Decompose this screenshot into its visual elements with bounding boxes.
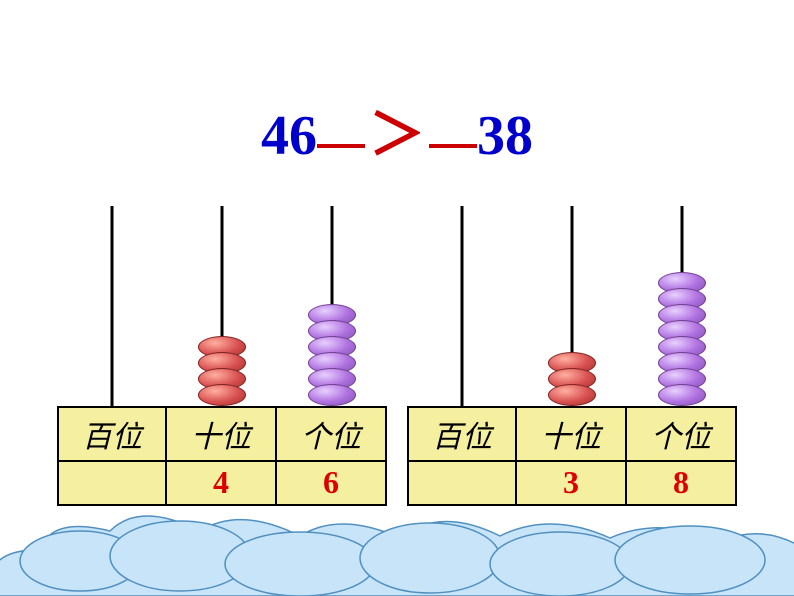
underline-left	[317, 144, 365, 148]
rod-box	[407, 206, 517, 406]
place-column: 十位3	[517, 206, 627, 506]
rod-box	[517, 206, 627, 406]
abacus-set-1: 百位十位3个位8	[407, 206, 737, 506]
place-label: 十位	[167, 406, 277, 462]
comparison-expression: 46 ＞ 38	[0, 90, 794, 171]
bead-purple	[658, 384, 706, 406]
right-number: 38	[477, 105, 533, 167]
place-value	[57, 462, 167, 506]
place-value: 6	[277, 462, 387, 506]
rod	[111, 206, 114, 406]
bead-stack	[198, 342, 246, 406]
comparison-operator: ＞	[369, 90, 425, 171]
place-column: 百位	[407, 206, 517, 506]
place-value	[407, 462, 517, 506]
abacus-set-0: 百位十位4个位6	[57, 206, 387, 506]
place-column: 个位6	[277, 206, 387, 506]
rod-box	[277, 206, 387, 406]
place-label: 个位	[277, 406, 387, 462]
rod-box	[167, 206, 277, 406]
bead-stack	[548, 358, 596, 406]
place-column: 百位	[57, 206, 167, 506]
left-number: 46	[261, 105, 317, 167]
place-label: 十位	[517, 406, 627, 462]
bead-stack	[658, 278, 706, 406]
rod-box	[57, 206, 167, 406]
abacus-area: 百位十位4个位6百位十位3个位8	[0, 206, 794, 506]
place-label: 个位	[627, 406, 737, 462]
place-value: 8	[627, 462, 737, 506]
bead-stack	[308, 310, 356, 406]
place-value: 4	[167, 462, 277, 506]
bead-purple	[308, 384, 356, 406]
place-column: 十位4	[167, 206, 277, 506]
place-value: 3	[517, 462, 627, 506]
place-column: 个位8	[627, 206, 737, 506]
underline-right	[429, 144, 477, 148]
place-label: 百位	[57, 406, 167, 462]
place-label: 百位	[407, 406, 517, 462]
rod-box	[627, 206, 737, 406]
rod	[461, 206, 464, 406]
bead-red	[548, 384, 596, 406]
bead-red	[198, 384, 246, 406]
